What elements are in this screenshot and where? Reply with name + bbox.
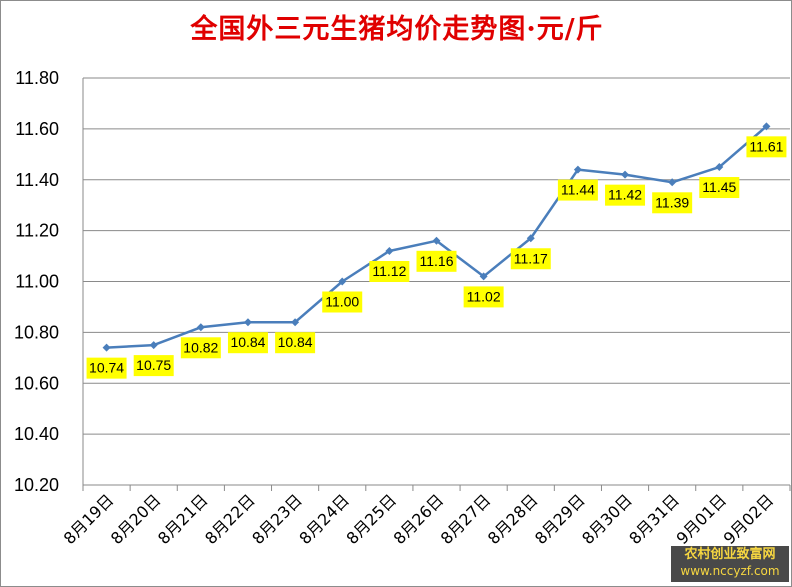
y-tick-label: 10.20	[14, 475, 59, 495]
data-label: 10.74	[86, 357, 127, 379]
x-tick-label: 8月19日	[60, 490, 118, 548]
data-label: 10.82	[180, 337, 221, 359]
x-tick-label: 8月29日	[531, 490, 589, 548]
data-label-bg	[322, 291, 363, 313]
data-label-bg	[416, 250, 457, 272]
data-label-bg	[86, 357, 127, 379]
data-label-text: 11.42	[608, 187, 642, 203]
x-tick-label: 8月26日	[390, 490, 448, 548]
data-point	[149, 341, 158, 350]
data-label-bg	[133, 355, 174, 377]
data-label-text: 11.17	[514, 250, 548, 266]
x-tick-label: 9月01日	[672, 490, 730, 548]
data-label-bg	[699, 177, 740, 199]
data-label-text: 11.12	[372, 263, 406, 279]
data-label-text: 11.00	[325, 294, 359, 310]
x-tick-label: 8月20日	[107, 490, 165, 548]
data-label-text: 10.82	[183, 339, 218, 355]
data-label: 11.45	[699, 177, 740, 199]
data-label-bg	[557, 179, 598, 201]
x-tick-label: 8月30日	[578, 490, 636, 548]
data-label-bg	[180, 337, 221, 359]
y-tick-label: 11.80	[15, 68, 59, 88]
data-label-bg	[605, 184, 646, 206]
y-tick-label: 10.40	[14, 424, 59, 444]
data-point	[102, 343, 111, 352]
data-label: 11.00	[322, 291, 363, 313]
x-tick-label: 8月25日	[343, 490, 401, 548]
x-tick-label: 8月31日	[625, 490, 683, 548]
data-label-text: 10.75	[136, 357, 171, 373]
data-label-text: 10.84	[278, 334, 313, 350]
data-label: 11.02	[463, 286, 504, 308]
x-tick-label: 8月23日	[248, 490, 306, 548]
data-label-text: 11.39	[655, 194, 689, 210]
data-point	[196, 323, 205, 332]
data-label: 11.39	[652, 192, 693, 214]
data-label-text: 11.45	[702, 179, 736, 195]
data-label-bg	[369, 260, 410, 282]
watermark-logo: 农村创业致富网 www.nccyzf.com	[671, 546, 789, 582]
data-label: 11.44	[557, 179, 598, 201]
data-label-bg	[746, 136, 787, 158]
data-label-bg	[275, 332, 316, 354]
data-point	[715, 163, 724, 172]
data-label: 11.12	[369, 260, 410, 282]
data-label-text: 11.44	[561, 182, 595, 198]
data-label-bg	[652, 192, 693, 214]
watermark-line2: www.nccyzf.com	[680, 564, 780, 578]
watermark-line1: 农村创业致富网	[684, 547, 776, 562]
x-tick-label: 8月28日	[484, 490, 542, 548]
data-label-bg	[510, 248, 551, 270]
y-tick-label: 11.40	[15, 170, 59, 190]
data-point	[243, 318, 252, 327]
y-tick-label: 11.20	[15, 221, 59, 241]
data-label-bg	[227, 332, 268, 354]
data-label-text: 11.61	[749, 138, 783, 154]
data-label: 10.84	[227, 332, 268, 354]
data-label: 10.75	[133, 355, 174, 377]
data-point	[573, 165, 582, 174]
data-label: 11.61	[746, 136, 787, 158]
data-point	[338, 277, 347, 286]
y-tick-label: 11.60	[15, 119, 59, 139]
x-tick-label: 8月27日	[437, 490, 495, 548]
data-label-text: 10.74	[89, 360, 124, 376]
data-label: 11.17	[510, 248, 551, 270]
chart-title: 全国外三元生猪均价走势图·元/斤	[190, 14, 604, 45]
x-tick-label: 8月22日	[201, 490, 259, 548]
data-label-text: 11.02	[467, 288, 501, 304]
y-tick-label: 10.60	[14, 373, 59, 393]
data-point	[621, 170, 630, 179]
data-point	[668, 178, 677, 187]
y-tick-label: 11.00	[15, 272, 59, 292]
data-label-bg	[463, 286, 504, 308]
data-label: 11.42	[605, 184, 646, 206]
data-point	[479, 272, 488, 281]
data-point	[432, 236, 441, 245]
data-label: 11.16	[416, 250, 457, 272]
data-label: 10.84	[275, 332, 316, 354]
data-label-text: 10.84	[230, 334, 265, 350]
data-point	[385, 246, 394, 255]
data-label-text: 11.16	[420, 253, 454, 269]
data-point	[291, 318, 300, 327]
x-tick-label: 9月02日	[720, 490, 778, 548]
x-tick-label: 8月24日	[295, 490, 353, 548]
data-point	[526, 234, 535, 243]
x-tick-label: 8月21日	[154, 490, 212, 548]
y-tick-label: 10.80	[14, 322, 59, 342]
data-point	[762, 122, 771, 131]
